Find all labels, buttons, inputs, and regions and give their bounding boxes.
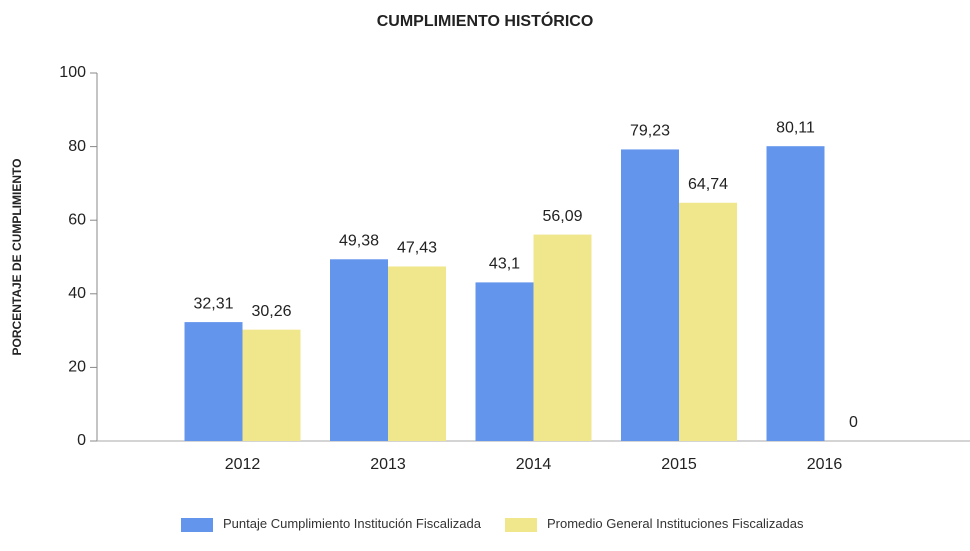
- y-tick-label: 100: [59, 64, 86, 81]
- legend-item: Promedio General Instituciones Fiscaliza…: [505, 517, 817, 532]
- bar: [330, 259, 388, 441]
- y-tick-label: 60: [68, 211, 86, 228]
- bar: [766, 146, 825, 442]
- y-tick-label: 80: [68, 138, 86, 155]
- value-label: 64,74: [688, 176, 728, 193]
- value-label: 49,38: [339, 233, 379, 250]
- bar: [242, 329, 301, 441]
- value-label: 79,23: [630, 123, 670, 140]
- bar: [621, 149, 679, 441]
- bar: [388, 266, 446, 441]
- x-tick-label: 2012: [225, 456, 261, 473]
- value-label: 32,31: [193, 295, 233, 312]
- value-label: 80,11: [776, 119, 815, 136]
- y-axis-label: PORCENTAJE DE CUMPLIMIENTO: [10, 159, 24, 356]
- legend-swatch: [505, 518, 537, 532]
- legend-label: Puntaje Cumplimiento Institución Fiscali…: [223, 516, 481, 531]
- value-label: 30,26: [251, 303, 291, 320]
- x-tick-label: 2014: [516, 456, 552, 473]
- bar: [533, 234, 592, 441]
- value-label: 56,09: [542, 208, 582, 225]
- legend-label: Promedio General Instituciones Fiscaliza…: [547, 516, 804, 531]
- bar: [184, 322, 243, 441]
- y-tick-label: 40: [68, 285, 86, 302]
- value-label: 43,1: [489, 256, 520, 273]
- x-tick-label: 2016: [807, 456, 843, 473]
- y-tick-label: 0: [77, 432, 86, 449]
- value-label: 0: [849, 414, 858, 431]
- x-tick-label: 2013: [370, 456, 406, 473]
- bar: [679, 202, 737, 441]
- bar: [475, 282, 534, 441]
- value-label: 47,43: [397, 240, 437, 257]
- legend-swatch: [181, 518, 213, 532]
- y-tick-label: 20: [68, 359, 86, 376]
- x-tick-label: 2015: [661, 456, 697, 473]
- legend-item: Puntaje Cumplimiento Institución Fiscali…: [181, 517, 493, 532]
- chart-title: CUMPLIMIENTO HISTÓRICO: [377, 11, 594, 30]
